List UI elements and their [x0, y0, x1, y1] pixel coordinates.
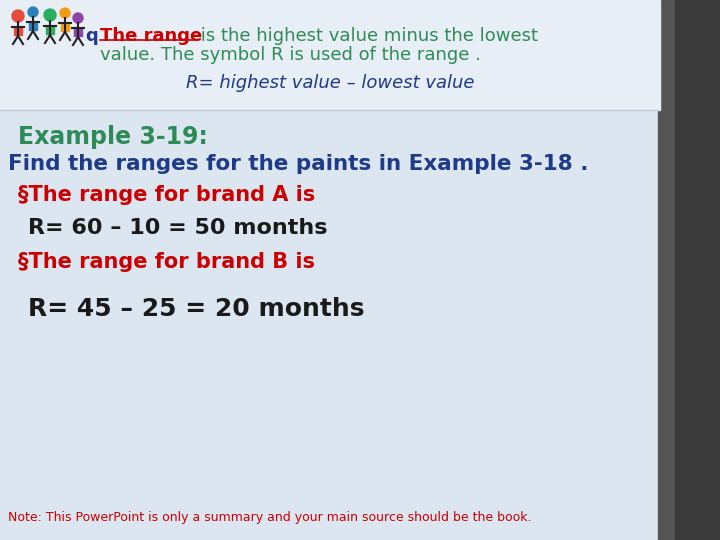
- Text: q: q: [85, 27, 98, 45]
- Circle shape: [60, 8, 70, 18]
- Text: §The range for brand B is: §The range for brand B is: [18, 252, 315, 272]
- Text: §The range for brand A is: §The range for brand A is: [18, 185, 315, 205]
- Circle shape: [12, 10, 24, 22]
- Bar: [0, 0, 660, 110]
- Bar: [675, 0, 720, 540]
- Bar: [14, 27, 22, 35]
- Circle shape: [44, 9, 56, 21]
- Text: Find the ranges for the paints in Example 3-18 .: Find the ranges for the paints in Exampl…: [8, 154, 588, 174]
- Text: R= highest value – lowest value: R= highest value – lowest value: [186, 74, 474, 92]
- Text: Example 3-19:: Example 3-19:: [18, 125, 208, 149]
- Text: Note: This PowerPoint is only a summary and your main source should be the book.: Note: This PowerPoint is only a summary …: [8, 511, 531, 524]
- Bar: [29, 22, 37, 30]
- Circle shape: [73, 13, 83, 23]
- Bar: [658, 0, 720, 540]
- Bar: [46, 26, 54, 34]
- Bar: [74, 28, 82, 36]
- Text: is the highest value minus the lowest: is the highest value minus the lowest: [195, 27, 538, 45]
- Text: The range: The range: [100, 27, 202, 45]
- Text: value. The symbol R is used of the range .: value. The symbol R is used of the range…: [100, 46, 481, 64]
- Bar: [61, 23, 69, 31]
- Circle shape: [28, 7, 38, 17]
- Text: R= 60 – 10 = 50 months: R= 60 – 10 = 50 months: [28, 218, 328, 238]
- Text: R= 45 – 25 = 20 months: R= 45 – 25 = 20 months: [28, 297, 364, 321]
